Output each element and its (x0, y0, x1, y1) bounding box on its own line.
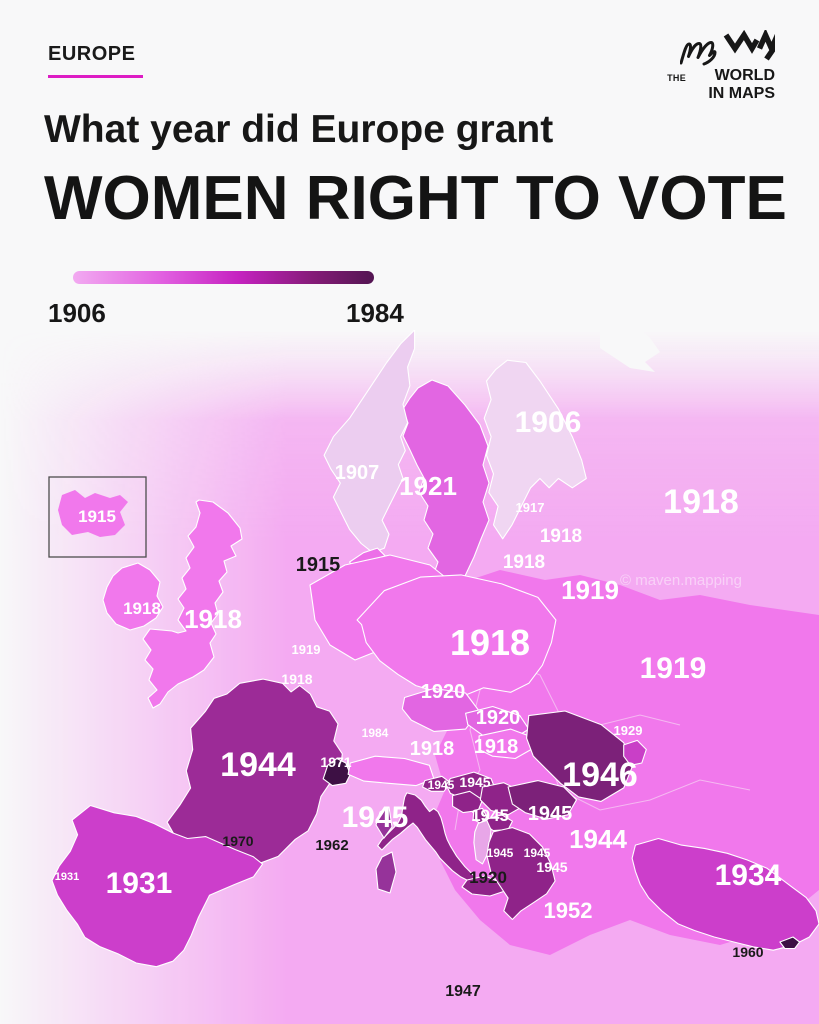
svg-text:1962: 1962 (315, 837, 348, 854)
svg-text:1945: 1945 (428, 778, 455, 792)
svg-text:1944: 1944 (220, 746, 296, 784)
svg-text:1919: 1919 (640, 652, 707, 685)
svg-text:1934: 1934 (715, 859, 782, 892)
svg-text:1918: 1918 (663, 483, 739, 521)
svg-text:1907: 1907 (335, 462, 380, 484)
svg-text:1944: 1944 (569, 824, 627, 854)
svg-text:1915: 1915 (78, 507, 116, 526)
svg-text:1946: 1946 (562, 756, 638, 794)
svg-text:1945: 1945 (528, 803, 573, 825)
svg-text:1920: 1920 (421, 681, 466, 703)
svg-text:1945: 1945 (342, 801, 409, 834)
svg-text:1921: 1921 (399, 471, 457, 501)
svg-text:1947: 1947 (445, 983, 481, 1000)
svg-text:1920: 1920 (476, 707, 521, 729)
svg-text:1945: 1945 (487, 846, 514, 860)
svg-text:1945: 1945 (524, 846, 551, 860)
svg-text:1945: 1945 (471, 806, 509, 825)
svg-text:1970: 1970 (222, 833, 253, 849)
svg-text:1984: 1984 (362, 726, 389, 740)
svg-text:1931: 1931 (106, 867, 173, 900)
svg-text:1918: 1918 (503, 552, 545, 573)
svg-text:1918: 1918 (184, 604, 242, 634)
svg-text:1971: 1971 (320, 754, 351, 770)
svg-text:1960: 1960 (732, 944, 763, 960)
svg-text:1917: 1917 (516, 500, 545, 515)
svg-text:1945: 1945 (459, 774, 490, 790)
svg-text:1918: 1918 (474, 736, 519, 758)
svg-text:1920: 1920 (469, 868, 507, 887)
svg-text:© maven.mapping: © maven.mapping (620, 572, 742, 589)
svg-text:1918: 1918 (540, 526, 582, 547)
svg-text:1945: 1945 (536, 859, 567, 875)
svg-text:1919: 1919 (561, 575, 619, 605)
svg-text:1918: 1918 (281, 671, 312, 687)
svg-text:1915: 1915 (296, 554, 341, 576)
svg-text:1906: 1906 (515, 406, 582, 439)
svg-text:1918: 1918 (123, 599, 161, 618)
svg-text:1952: 1952 (544, 898, 593, 923)
svg-text:1919: 1919 (292, 642, 321, 657)
svg-text:1918: 1918 (450, 622, 530, 663)
svg-text:1931: 1931 (55, 871, 79, 883)
svg-text:1929: 1929 (614, 723, 643, 738)
svg-text:1918: 1918 (410, 738, 455, 760)
